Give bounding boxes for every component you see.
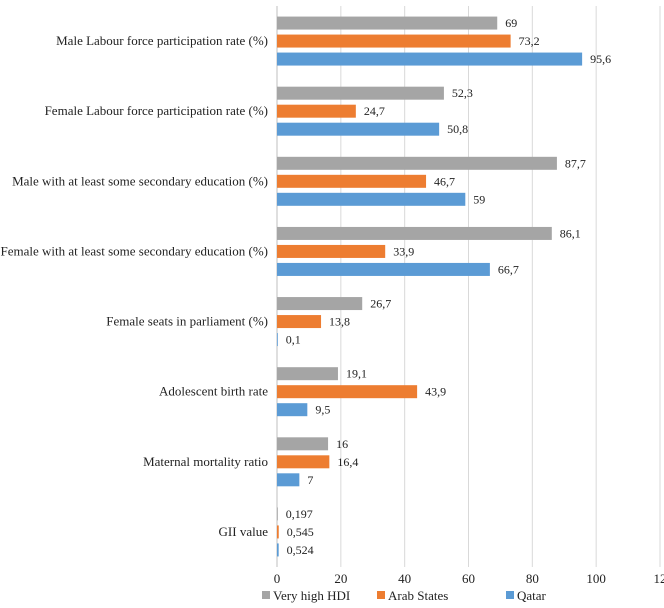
category-label: Male Labour force participation rate (%)	[56, 33, 268, 48]
x-tick-label: 60	[462, 571, 475, 586]
data-label: 95,6	[590, 52, 611, 66]
data-label: 0,197	[286, 507, 313, 521]
data-label: 66,7	[498, 262, 519, 276]
legend-swatch	[377, 591, 385, 599]
category-label: Female with at least some secondary educ…	[1, 243, 269, 258]
bar-arab-states	[277, 34, 511, 48]
legend: Very high HDI Arab States Qatar	[262, 588, 547, 603]
bar-arab-states	[277, 104, 356, 118]
legend-entry: Arab States	[388, 588, 448, 603]
data-label: 0,1	[286, 333, 301, 347]
data-label: 86,1	[560, 226, 581, 240]
bar-qatar	[277, 52, 583, 66]
data-label: 46,7	[434, 174, 455, 188]
bar-qatar	[277, 192, 466, 206]
data-label: 73,2	[519, 34, 540, 48]
bar-very-high-hdi	[277, 367, 338, 381]
data-label: 59	[473, 192, 485, 206]
category-label: Female seats in parliament (%)	[106, 314, 268, 329]
category-label: Female Labour force participation rate (…	[45, 103, 268, 118]
bar-arab-states	[277, 525, 279, 539]
data-label: 16	[336, 437, 348, 451]
x-tick-label: 40	[398, 571, 411, 586]
legend-entry: Qatar	[517, 588, 547, 603]
x-axis-ticks: 0 20 40 60 80 100 12	[274, 571, 664, 586]
data-label: 13,8	[329, 315, 350, 329]
legend-swatch	[506, 591, 514, 599]
data-label: 87,7	[565, 156, 586, 170]
data-label: 0,545	[287, 525, 314, 539]
bar-qatar	[277, 333, 278, 347]
bar-very-high-hdi	[277, 297, 363, 311]
bar-arab-states	[277, 244, 386, 258]
legend-entry: Very high HDI	[273, 588, 350, 603]
category-label: Male with at least some secondary educat…	[12, 173, 268, 188]
data-label: 7	[307, 473, 313, 487]
category-label: GII value	[219, 524, 269, 539]
bars	[277, 16, 583, 557]
x-tick-label: 12	[654, 571, 664, 586]
legend-swatch	[262, 591, 270, 599]
bar-qatar	[277, 262, 490, 276]
x-tick-label: 80	[526, 571, 539, 586]
bar-very-high-hdi	[277, 226, 552, 240]
x-tick-label: 0	[274, 571, 281, 586]
bar-arab-states	[277, 455, 330, 469]
data-label: 16,4	[337, 455, 358, 469]
data-label: 9,5	[315, 403, 330, 417]
data-label: 24,7	[364, 104, 385, 118]
bar-very-high-hdi	[277, 507, 278, 521]
bar-very-high-hdi	[277, 156, 557, 170]
bar-qatar	[277, 543, 279, 557]
bar-arab-states	[277, 385, 418, 399]
x-tick-label: 20	[334, 571, 347, 586]
bar-qatar	[277, 403, 308, 417]
data-label: 52,3	[452, 86, 473, 100]
bar-very-high-hdi	[277, 16, 498, 30]
category-label: Maternal mortality ratio	[143, 454, 268, 469]
data-label: 26,7	[370, 297, 391, 311]
bar-qatar	[277, 122, 440, 136]
data-label: 50,8	[447, 122, 468, 136]
category-labels: Male Labour force participation rate (%)…	[1, 33, 269, 539]
data-label: 0,524	[287, 543, 314, 557]
data-label: 43,9	[425, 385, 446, 399]
bar-very-high-hdi	[277, 86, 444, 100]
bar-arab-states	[277, 174, 427, 188]
data-label: 19,1	[346, 367, 367, 381]
data-label: 69	[505, 16, 517, 30]
bar-very-high-hdi	[277, 437, 329, 451]
x-tick-label: 100	[586, 571, 606, 586]
bar-qatar	[277, 473, 300, 487]
category-label: Adolescent birth rate	[159, 384, 268, 399]
bar-arab-states	[277, 315, 322, 329]
data-label: 33,9	[393, 244, 414, 258]
